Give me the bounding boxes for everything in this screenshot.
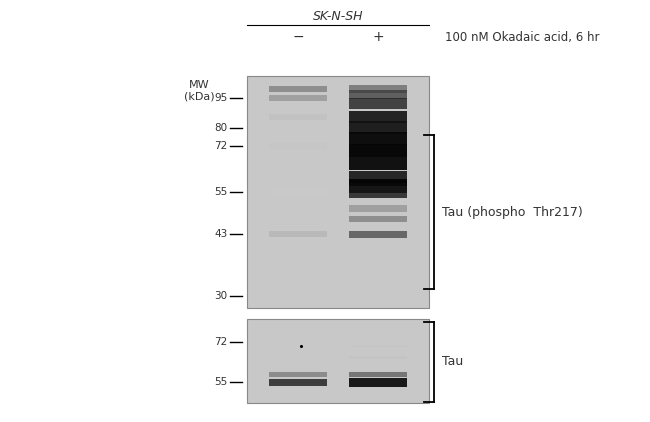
Bar [349,157,407,170]
Bar [349,230,407,238]
Bar [349,372,407,376]
Text: Tau (phospho  Thr217): Tau (phospho Thr217) [442,206,583,219]
Bar [269,95,327,101]
Bar [349,345,407,347]
Text: 30: 30 [214,291,227,301]
Bar [349,143,407,157]
Text: 55: 55 [214,377,227,387]
Text: +: + [372,30,384,44]
Text: 100 nM Okadaic acid, 6 hr: 100 nM Okadaic acid, 6 hr [445,31,600,44]
Bar [349,90,407,99]
Bar [349,132,407,146]
Bar [269,143,327,149]
Text: 95: 95 [214,93,227,103]
Bar [269,189,327,195]
Bar [269,86,327,92]
Bar [349,205,407,211]
Bar [349,170,407,184]
Bar [349,111,407,123]
Bar [269,174,327,180]
Bar [349,86,407,93]
Bar [269,231,327,237]
Bar [349,121,407,134]
Bar [349,378,407,387]
Text: 43: 43 [214,229,227,239]
Text: 72: 72 [214,141,227,151]
Bar [349,179,407,193]
Bar [269,372,327,376]
Text: MW
(kDa): MW (kDa) [183,80,214,102]
Bar [269,379,327,386]
Bar [349,356,407,359]
Text: −: − [292,30,304,44]
Bar [349,216,407,222]
Text: Tau: Tau [442,355,463,368]
Bar [269,114,327,120]
Bar [349,98,407,109]
Text: 72: 72 [214,337,227,347]
Text: 80: 80 [214,122,227,133]
Bar [247,76,429,308]
Text: 55: 55 [214,187,227,197]
Bar [247,319,429,403]
Bar [349,187,407,197]
Text: SK-N-SH: SK-N-SH [313,10,363,23]
